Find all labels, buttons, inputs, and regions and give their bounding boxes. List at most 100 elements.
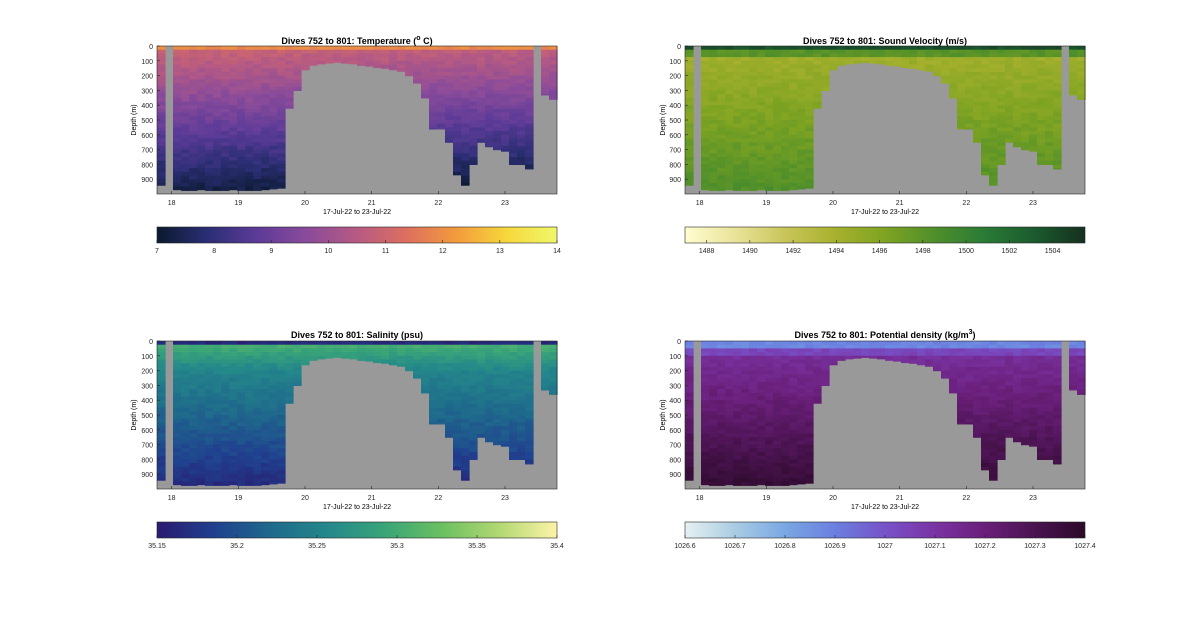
heatmap-cell	[245, 378, 254, 383]
heatmap-cell	[501, 366, 510, 372]
heatmap-cell	[237, 53, 246, 58]
heatmap-cell	[477, 86, 486, 91]
heatmap-cell	[501, 359, 510, 364]
heatmap-cell	[525, 363, 534, 368]
heatmap-cell	[317, 355, 326, 360]
heatmap-cell	[277, 182, 286, 188]
heatmap-cell	[221, 46, 230, 51]
heatmap-cell	[1045, 403, 1054, 409]
heatmap-cell	[205, 344, 214, 349]
heatmap-cell	[517, 348, 526, 353]
heatmap-cell	[501, 97, 510, 103]
heatmap-cell	[525, 157, 534, 162]
dive-column	[541, 46, 550, 96]
heatmap-cell	[357, 359, 366, 361]
heatmap-cell	[1005, 363, 1014, 368]
heatmap-cell	[189, 455, 198, 460]
heatmap-cell	[933, 348, 942, 353]
heatmap-cell	[253, 131, 262, 136]
heatmap-cell	[445, 381, 454, 386]
heatmap-cell	[757, 440, 766, 446]
heatmap-cell	[989, 68, 998, 73]
heatmap-cell	[773, 418, 782, 423]
heatmap-cell	[757, 108, 766, 114]
heatmap-cell	[805, 131, 814, 136]
heatmap-cell	[717, 389, 726, 394]
heatmap-cell	[837, 359, 846, 361]
heatmap-cell	[725, 363, 734, 368]
heatmap-cell	[733, 385, 742, 390]
heatmap-cell	[421, 71, 430, 77]
heatmap-cell	[253, 179, 262, 184]
heatmap-cell	[773, 186, 782, 191]
x-tick-label: 20	[301, 495, 309, 502]
heatmap-cell	[1021, 422, 1030, 427]
heatmap-cell	[701, 448, 710, 453]
heatmap-cell	[805, 60, 814, 66]
heatmap-cell	[229, 145, 238, 151]
heatmap-cell	[445, 97, 454, 103]
colorbar-tick-label: 35.3	[390, 543, 404, 550]
heatmap-cell	[717, 433, 726, 438]
heatmap-cell	[389, 355, 398, 361]
heatmap-cell	[189, 466, 198, 472]
heatmap-cell	[685, 440, 694, 446]
heatmap-cell	[301, 348, 310, 353]
heatmap-cell	[373, 348, 382, 353]
heatmap-cell	[213, 164, 222, 169]
heatmap-cell	[773, 123, 782, 128]
heatmap-cell	[173, 477, 182, 483]
heatmap-cell	[197, 90, 206, 95]
heatmap-cell	[813, 101, 822, 106]
heatmap-cell	[173, 344, 182, 349]
heatmap-cell	[469, 374, 478, 379]
heatmap-cell	[685, 363, 694, 368]
heatmap-cell	[917, 341, 926, 346]
heatmap-cell	[733, 179, 742, 184]
heatmap-cell	[261, 370, 270, 375]
heatmap-cell	[1037, 138, 1046, 143]
heatmap-cell	[221, 149, 230, 154]
heatmap-cell	[245, 160, 254, 165]
heatmap-cell	[205, 112, 214, 117]
heatmap-cell	[749, 168, 758, 173]
heatmap-cell	[269, 120, 278, 125]
heatmap-cell	[501, 120, 510, 125]
heatmap-cell	[517, 120, 526, 125]
heatmap-cell	[357, 60, 366, 66]
heatmap-cell	[765, 68, 774, 73]
heatmap-cell	[957, 105, 966, 110]
heatmap-cell	[837, 341, 846, 346]
heatmap-cell	[701, 366, 710, 372]
heatmap-cell	[525, 138, 534, 143]
heatmap-cell	[765, 127, 774, 132]
heatmap-cell	[765, 90, 774, 95]
heatmap-cell	[741, 60, 750, 66]
heatmap-cell	[773, 164, 782, 169]
heatmap-cell	[989, 363, 998, 368]
heatmap-cell	[229, 444, 238, 449]
heatmap-cell	[1037, 433, 1046, 438]
heatmap-cell	[1037, 429, 1046, 435]
heatmap-cell	[237, 396, 246, 401]
heatmap-cell	[685, 359, 694, 364]
heatmap-cell	[181, 75, 190, 80]
heatmap-cell	[717, 440, 726, 446]
heatmap-cell	[797, 418, 806, 423]
heatmap-cell	[797, 366, 806, 372]
heatmap-cell	[709, 160, 718, 165]
heatmap-cell	[1005, 60, 1014, 66]
heatmap-cell	[253, 134, 262, 140]
heatmap-cell	[181, 440, 190, 446]
heatmap-cell	[333, 352, 342, 357]
heatmap-cell	[701, 142, 710, 147]
dive-column	[709, 341, 718, 486]
heatmap-cell	[709, 171, 718, 177]
colorbar-tick-label: 1492	[785, 248, 801, 255]
heatmap-cell	[525, 123, 534, 128]
heatmap-cell	[197, 348, 206, 353]
dive-column	[237, 46, 246, 191]
heatmap-cell	[981, 437, 990, 442]
heatmap-cell	[173, 392, 182, 398]
heatmap-cell	[269, 433, 278, 438]
